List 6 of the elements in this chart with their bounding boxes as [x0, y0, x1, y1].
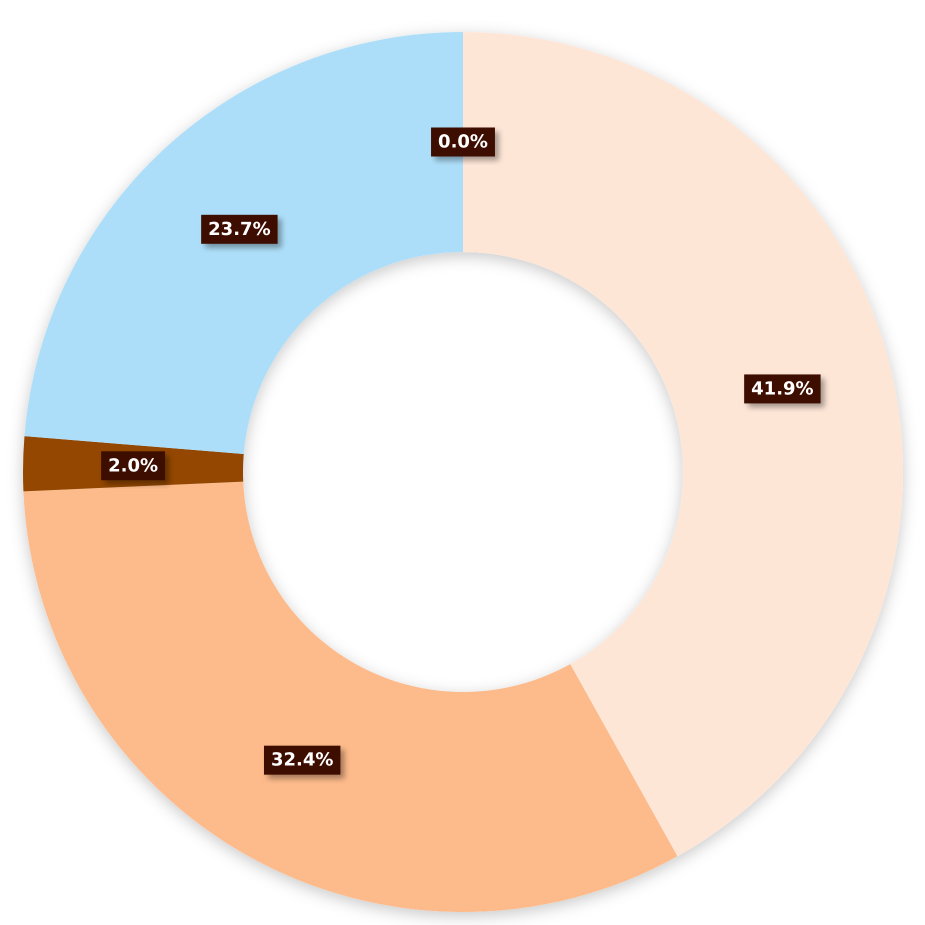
text: 0.0% — [438, 132, 488, 152]
data-label: 2.0% — [108, 455, 158, 476]
data-label: 23.7% — [208, 218, 271, 240]
data-label: 41.9% — [751, 378, 814, 400]
data-label: 32.4% — [270, 750, 334, 771]
donut-slice — [23, 482, 678, 912]
